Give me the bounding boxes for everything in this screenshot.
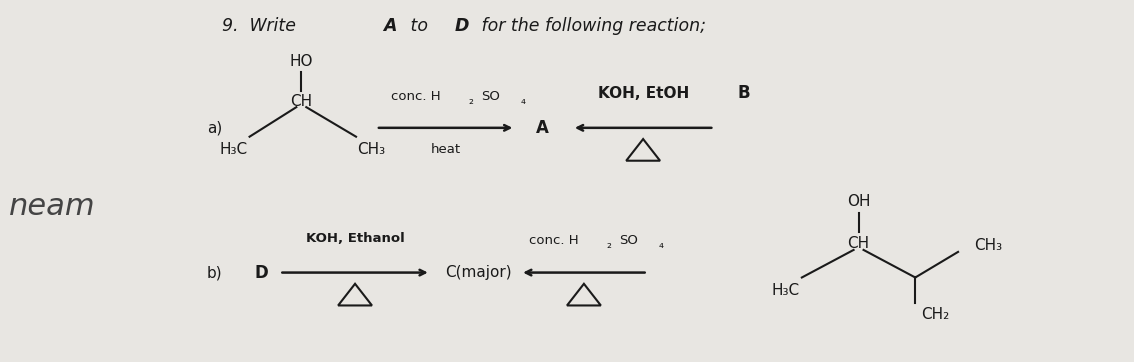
Text: D: D [255,264,269,282]
Text: ₄: ₄ [659,237,665,251]
Text: 9.  Write: 9. Write [222,17,302,35]
Text: to: to [405,17,433,35]
Text: CH₂: CH₂ [921,307,949,323]
Text: conc. H: conc. H [391,90,440,103]
Text: for the following reaction;: for the following reaction; [476,17,706,35]
Text: A: A [535,119,549,137]
Text: HO: HO [289,54,313,70]
Text: ₄: ₄ [521,94,526,107]
Text: KOH, Ethanol: KOH, Ethanol [306,232,405,245]
Text: CH: CH [290,94,312,109]
Text: D: D [455,17,469,35]
Text: KOH, EtOH: KOH, EtOH [598,86,688,101]
Text: CH₃: CH₃ [357,142,386,157]
Text: C(major): C(major) [446,265,511,280]
Text: heat: heat [431,143,460,156]
Text: B: B [738,84,751,102]
Text: CH₃: CH₃ [974,239,1002,253]
Text: a): a) [206,120,222,135]
Text: CH: CH [847,236,870,251]
Text: H₃C: H₃C [220,142,247,157]
Text: A: A [383,17,397,35]
Text: OH: OH [847,194,870,209]
Text: ₂: ₂ [468,94,473,107]
Text: H₃C: H₃C [772,283,799,298]
Text: neam: neam [9,192,95,221]
Text: SO: SO [619,233,638,247]
Text: SO: SO [481,90,500,103]
Text: conc. H: conc. H [530,233,578,247]
Text: b): b) [206,265,222,280]
Text: ₂: ₂ [607,237,611,251]
